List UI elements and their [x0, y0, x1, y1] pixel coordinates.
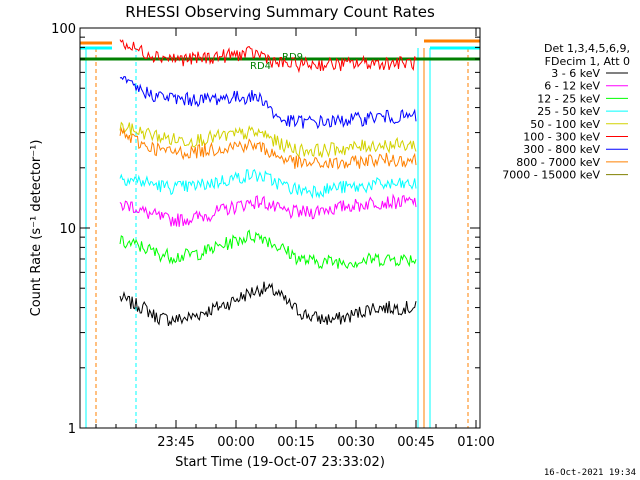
legend-header-line-2: FDecim 1, Att 0	[545, 55, 630, 68]
footer-timestamp: 16-Oct-2021 19:34	[544, 468, 636, 478]
series-line	[119, 168, 417, 200]
x-tick-label: 00:45	[397, 435, 434, 450]
legend-entry-label: 100 - 300 keV	[523, 131, 600, 144]
series-line	[119, 39, 417, 74]
x-tick-label: 00:15	[277, 435, 314, 450]
x-tick-label: 00:00	[217, 435, 254, 450]
series-line	[119, 281, 417, 327]
legend-entry-label: 300 - 800 keV	[523, 143, 600, 156]
series-line	[119, 76, 417, 130]
series-line	[119, 229, 417, 270]
series-line	[119, 121, 417, 159]
plot-area	[80, 39, 480, 428]
series-line	[119, 193, 417, 227]
series-line	[119, 126, 417, 170]
x-tick-label: 23:45	[157, 435, 194, 450]
legend-entry-label: 7000 - 15000 keV	[502, 169, 600, 182]
y-tick-label: 100	[51, 22, 76, 37]
annotation-rd9: RD9	[282, 52, 303, 63]
x-tick-label: 01:00	[457, 435, 494, 450]
legend-entry-label: 3 - 6 keV	[551, 67, 600, 80]
legend-entry-label: 800 - 7000 keV	[516, 156, 600, 169]
legend-entry-label: 12 - 25 keV	[537, 92, 600, 105]
legend-entry-label: 25 - 50 keV	[537, 105, 600, 118]
chart-title: RHESSI Observing Summary Count Rates	[125, 3, 435, 21]
y-axis-label: Count Rate (s⁻¹ detector⁻¹)	[29, 140, 44, 317]
x-axis-label: Start Time (19-Oct-07 23:33:02)	[175, 455, 385, 470]
y-tick-label: 1	[68, 422, 76, 437]
y-tick-label: 10	[59, 222, 76, 237]
legend-entry-label: 50 - 100 keV	[530, 118, 600, 131]
legend-entry-label: 6 - 12 keV	[544, 80, 600, 93]
legend-header-line-1: Det 1,3,4,5,6,9,	[544, 42, 630, 55]
x-tick-label: 00:30	[337, 435, 374, 450]
annotation-rd4: RD4	[250, 61, 271, 72]
axis-ticks: 23:45 00:00 00:15 00:30 00:45 01:00 1 10 100	[51, 22, 495, 450]
